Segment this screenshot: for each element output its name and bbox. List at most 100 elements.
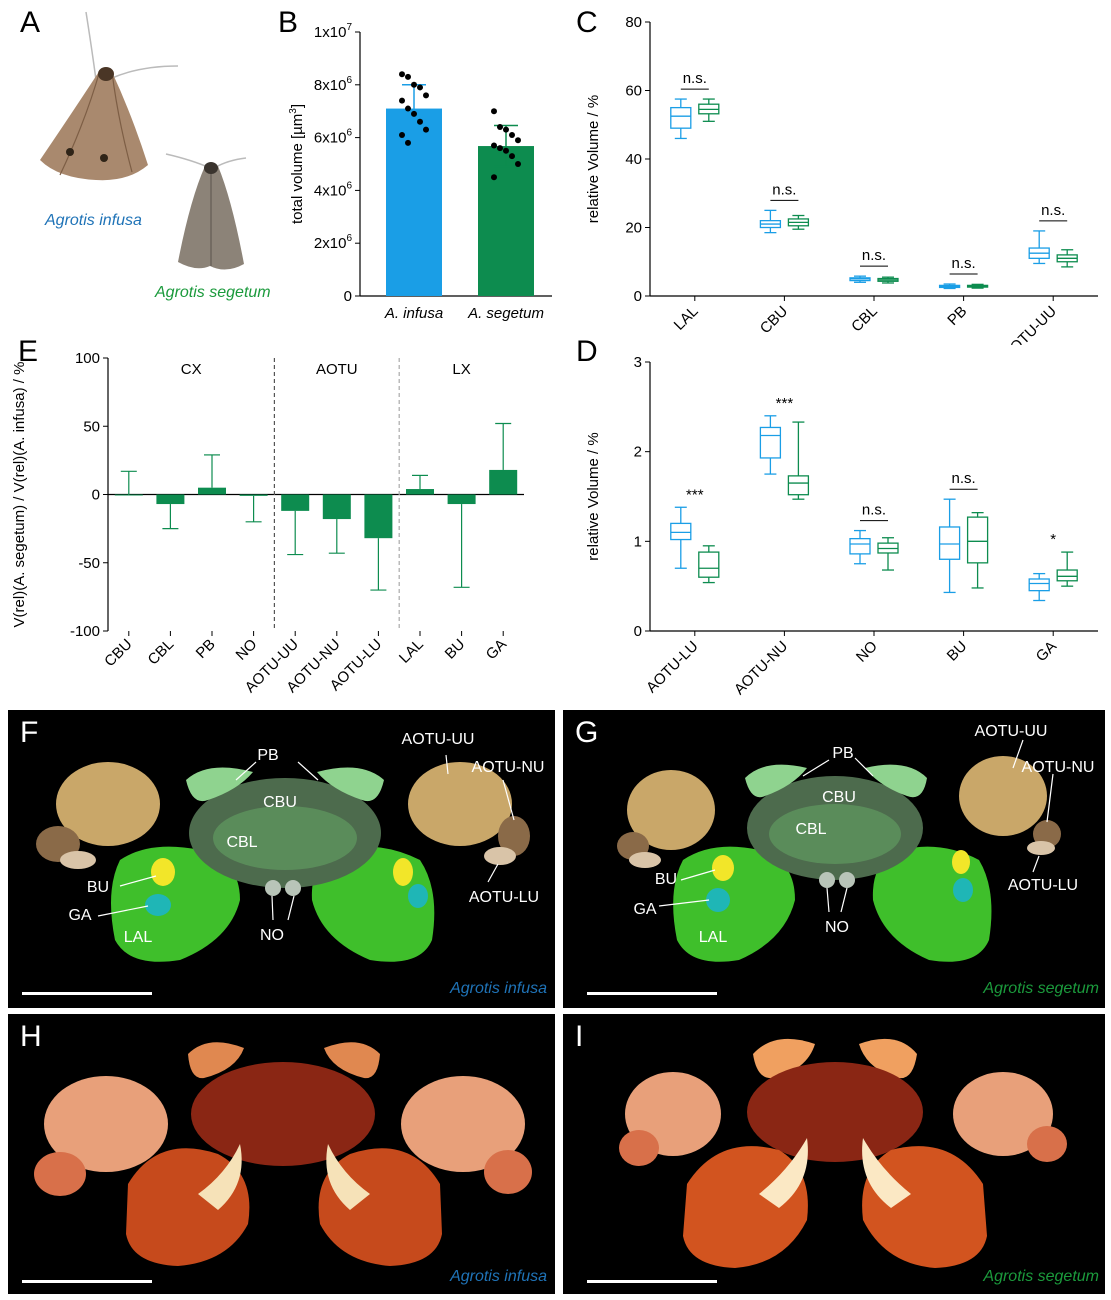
bar (406, 489, 434, 495)
panel-f-brain-model: PB CBU CBL AOTU-UU AOTU-NU AOTU-LU BU GA… (36, 731, 544, 962)
aotu-nu-right (484, 1150, 532, 1194)
box-segetum (877, 276, 899, 284)
aotu-uu-right (408, 762, 512, 846)
f-label-pb: PB (257, 747, 278, 764)
box (849, 537, 871, 555)
x-tick-label: CBU (757, 303, 791, 337)
ga-left (145, 894, 171, 916)
no-right (285, 880, 301, 896)
y-tick-label: 0 (634, 623, 642, 640)
aotu-right (401, 1076, 525, 1172)
data-point (497, 124, 503, 131)
x-tick-label: CBL (145, 636, 178, 669)
species-caption: Agrotis segetum (983, 980, 1099, 997)
panel-a-moths (40, 11, 247, 270)
pb-left (186, 767, 253, 802)
g-label-cbl: CBL (795, 821, 826, 838)
sig-label: * (1050, 531, 1056, 548)
y-tick-label: 0 (344, 288, 352, 305)
x-tick-label: LAL (396, 636, 427, 667)
data-point (509, 153, 515, 160)
f-label-lal: LAL (124, 929, 153, 946)
y-tick-label: 2x106 (314, 233, 353, 252)
x-tick-label: BU (442, 636, 469, 663)
data-point (399, 97, 405, 104)
aotu-left (44, 1076, 168, 1172)
aotu-lu-left (60, 851, 96, 869)
panel-f-letter: F (20, 716, 39, 749)
data-point (503, 126, 509, 133)
aotu-nu-left (34, 1152, 86, 1196)
data-point (405, 73, 411, 80)
data-point (503, 147, 509, 154)
box-infusa (670, 506, 692, 569)
aotu-nu-left (619, 1130, 659, 1166)
f-label-ga: GA (68, 907, 91, 924)
box-segetum (787, 421, 810, 500)
x-tick-label: A. segetum (467, 305, 544, 322)
y-axis-title: relative Volume / % (585, 95, 602, 223)
g-label-aotu-uu: AOTU-UU (975, 723, 1048, 740)
bar (322, 494, 351, 520)
sig-label: n.s. (862, 247, 886, 264)
species-caption: Agrotis segetum (983, 1268, 1099, 1285)
f-label-aotu-uu: AOTU-UU (402, 731, 475, 748)
pb-right (859, 1038, 917, 1079)
pb-right (317, 767, 384, 802)
sig-label: n.s. (1041, 202, 1065, 219)
x-tick-label: GA (483, 636, 510, 663)
y-tick-label: 60 (625, 83, 642, 100)
panel-d-chart: 0 1 2 3 relative Volume / % *** AOTU-LU *** AOTU… (585, 354, 1098, 698)
aotu-uu-left (627, 770, 715, 850)
aotu-uu-right (959, 756, 1047, 836)
aotu-nu-right (1027, 1126, 1067, 1162)
g-label-cbu: CBU (822, 789, 856, 806)
aotu-uu-left (56, 762, 160, 846)
panel-h-render: H Agrotis infusa (8, 1014, 555, 1294)
bu-left (712, 855, 734, 881)
data-point (411, 81, 417, 88)
data-point (515, 161, 521, 167)
data-point (405, 105, 411, 112)
lal-right (862, 1146, 987, 1268)
bar (198, 487, 226, 495)
panel-i-render: I Agrotis segetum (563, 1014, 1105, 1294)
pb-left (745, 764, 807, 798)
cb-shape (191, 1062, 375, 1166)
group-label: CX (181, 361, 202, 378)
x-tick-label: GA (1033, 638, 1060, 665)
x-tick-label: PB (193, 636, 219, 662)
aotu-lu-right (484, 847, 516, 865)
box-segetum (1056, 551, 1078, 587)
y-axis-title: total volume [µm3] (288, 104, 306, 224)
data-point (497, 145, 503, 152)
data-point (423, 126, 429, 133)
sig-label: n.s. (952, 255, 976, 272)
y-tick-label: 100 (75, 350, 100, 367)
x-tick-label: BU (944, 638, 971, 665)
scale-bar (587, 992, 717, 995)
bar (364, 494, 393, 539)
box-infusa (670, 98, 692, 140)
aotu-lu-right (1027, 841, 1055, 855)
data-point (423, 92, 429, 99)
bu-right (393, 858, 413, 886)
box-segetum (966, 283, 989, 289)
g-label-pb: PB (832, 745, 853, 762)
bar (281, 494, 310, 511)
data-point (491, 174, 497, 181)
scale-bar (587, 1280, 717, 1283)
lal-left (683, 1146, 808, 1268)
y-tick-label: -100 (70, 623, 100, 640)
x-tick-label: NO (853, 638, 881, 666)
sig-label: *** (686, 486, 704, 503)
box (938, 526, 961, 560)
group-label: LX (452, 361, 470, 378)
box (1056, 569, 1078, 582)
data-point (509, 131, 515, 138)
x-tick-label: PB (944, 303, 970, 329)
f-label-cbl: CBL (226, 834, 257, 851)
box (1028, 578, 1050, 592)
f-label-no: NO (260, 927, 284, 944)
f-label-cbu: CBU (263, 794, 297, 811)
